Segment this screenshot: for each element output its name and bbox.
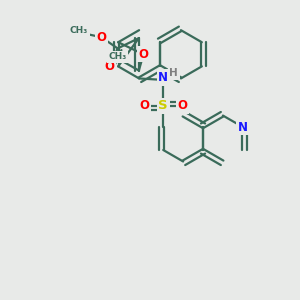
Text: N: N (238, 121, 248, 134)
Text: N: N (158, 71, 168, 84)
Text: O: O (139, 48, 148, 61)
Text: S: S (158, 99, 168, 112)
Text: O: O (104, 60, 114, 73)
Text: CH₃: CH₃ (109, 52, 127, 61)
Text: O: O (97, 31, 106, 44)
Text: O: O (139, 99, 149, 112)
Text: CH₃: CH₃ (70, 26, 88, 35)
Text: O: O (177, 99, 188, 112)
Text: H: H (169, 68, 178, 78)
